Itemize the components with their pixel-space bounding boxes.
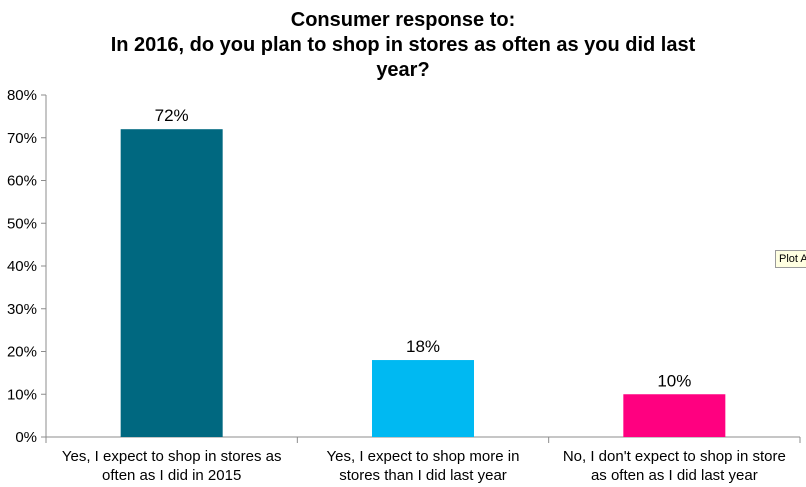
y-axis-ticks: 0% 10% 20% 30% 40% 50% 60% 70% 80%	[7, 87, 46, 446]
y-tick-label: 60%	[7, 173, 37, 190]
bar	[372, 360, 474, 437]
y-tick-label: 80%	[7, 87, 37, 104]
bar-value-label: 72%	[155, 106, 189, 125]
y-tick-label: 70%	[7, 130, 37, 147]
category-label: stores than I did last year	[339, 467, 507, 484]
chart-title-line-2: In 2016, do you plan to shop in stores a…	[111, 34, 696, 56]
chart-title-line-1: Consumer response to:	[291, 9, 515, 31]
bar	[623, 394, 726, 437]
category-labels: Yes, I expect to shop in stores as often …	[62, 448, 786, 484]
y-tick-label: 20%	[7, 344, 37, 361]
category-label: often as I did in 2015	[102, 467, 241, 484]
bar	[120, 129, 223, 437]
y-tick-label: 50%	[7, 215, 37, 232]
y-tick-label: 0%	[15, 429, 37, 446]
category-label: No, I don't expect to shop in store	[563, 448, 786, 465]
bars	[120, 129, 726, 437]
category-label: Yes, I expect to shop more in	[327, 448, 520, 465]
data-labels: 72% 18% 10%	[155, 106, 692, 390]
plot-area-tooltip: Plot A	[775, 250, 806, 268]
category-label: as often as I did last year	[591, 467, 758, 484]
y-tick-label: 30%	[7, 301, 37, 318]
chart-title: Consumer response to: In 2016, do you pl…	[111, 9, 696, 81]
category-label: Yes, I expect to shop in stores as	[62, 448, 282, 465]
y-tick-label: 10%	[7, 386, 37, 403]
bar-value-label: 10%	[657, 371, 691, 390]
y-tick-label: 40%	[7, 258, 37, 275]
bar-value-label: 18%	[406, 337, 440, 356]
chart-title-line-3: year?	[376, 59, 429, 81]
